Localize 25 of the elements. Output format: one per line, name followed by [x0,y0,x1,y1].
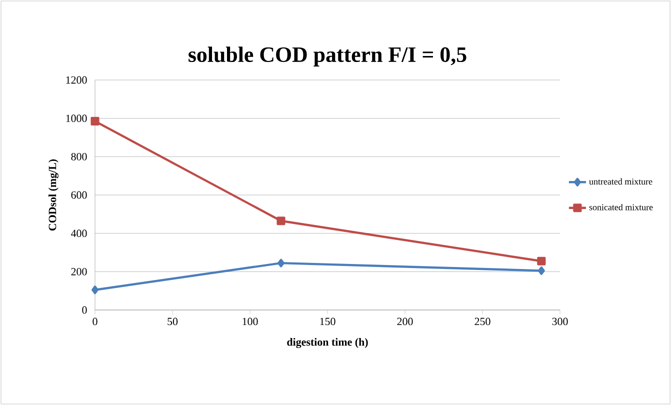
x-tick-label: 100 [242,318,258,326]
point [537,256,546,266]
x-tick-label: 150 [320,318,336,326]
point [538,266,545,275]
y-tick-label: 600 [71,191,87,199]
y-tick-label: 1200 [66,76,87,84]
legend-label: sonicated mixture [589,204,653,210]
y-axis-title: CODsol (mg/L) [48,159,58,231]
y-tick-label: 800 [71,152,87,160]
point [276,216,286,226]
x-tick-label: 300 [552,318,568,326]
point [92,286,98,294]
x-tick-label: 250 [474,318,490,326]
x-tick-label: 0 [92,318,98,326]
legend-label: untreated mixture [589,178,652,185]
x-axis-title: digestion time (h) [287,338,368,348]
y-tick-label: 1000 [66,114,87,122]
y-tick-label: 0 [82,306,87,314]
point [278,258,284,268]
point [90,116,100,126]
x-tick-label: 50 [168,318,178,326]
y-tick-label: 400 [71,230,87,238]
x-tick-label: 200 [397,318,413,326]
y-tick-label: 200 [71,268,87,276]
chart-title: soluble COD pattern F/I = 0,5 [188,46,466,67]
